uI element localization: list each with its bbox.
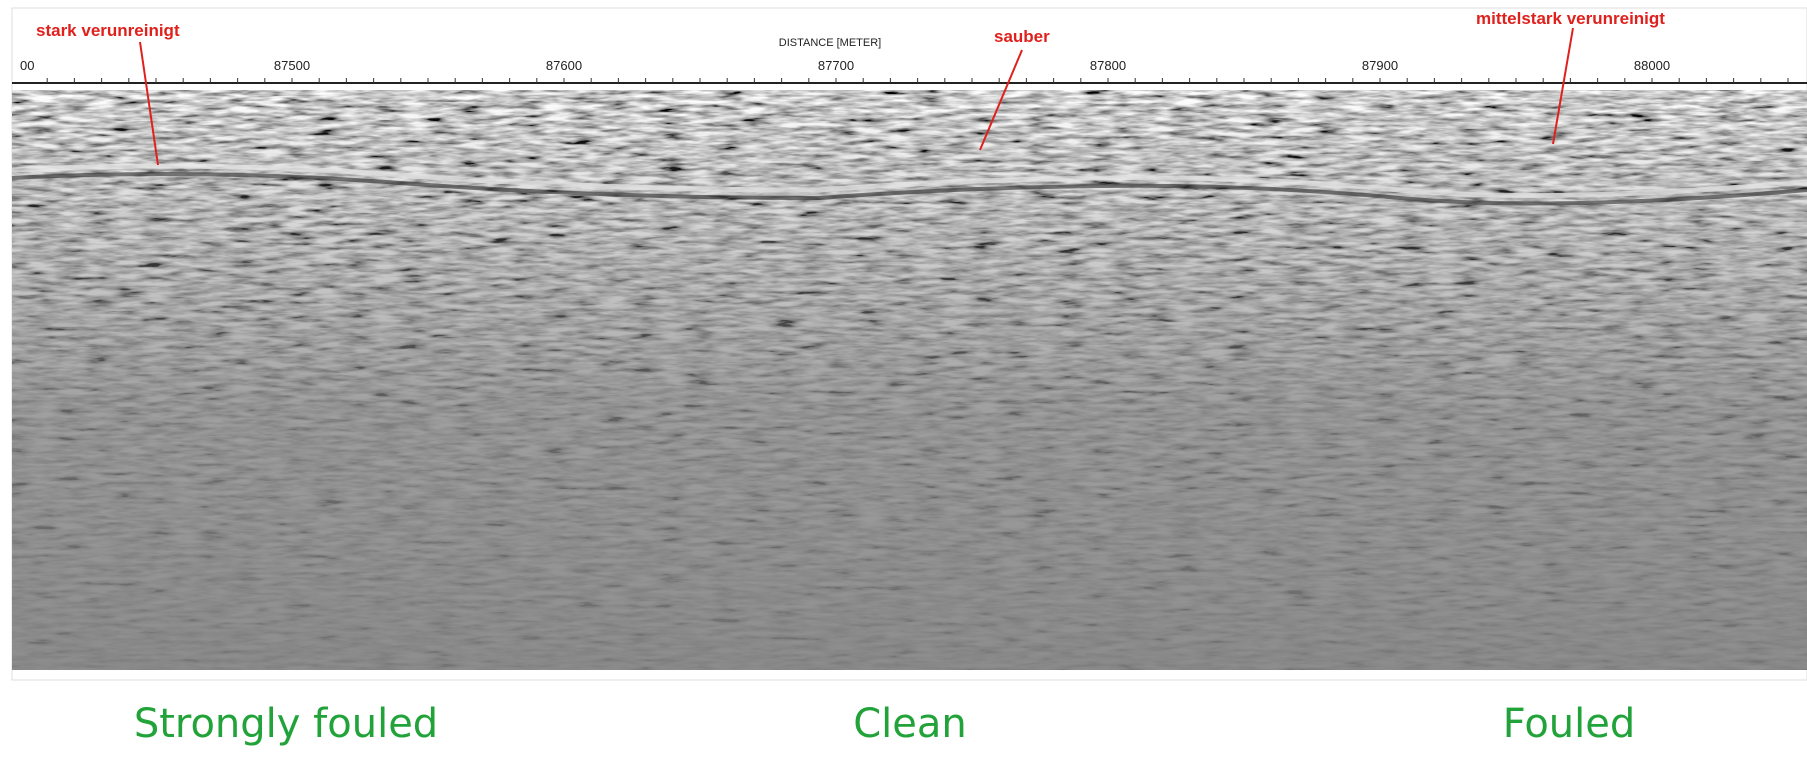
depth-fade: [12, 90, 1807, 670]
caption: Clean: [853, 701, 967, 747]
annotation: sauber: [994, 27, 1050, 46]
annotation-pointer: [139, 41, 159, 166]
annotation: stark verunreinigt: [36, 21, 180, 40]
annotation-pointer: [1552, 27, 1574, 145]
caption: Fouled: [1503, 701, 1636, 747]
tick-label: 87500: [274, 58, 310, 73]
tick-label: 87600: [546, 58, 582, 73]
tick-label: 87700: [818, 58, 854, 73]
axis-ticks: 00 87500 87600 87700 87800 87900 88000: [20, 58, 1789, 83]
annotation-pointer: [979, 49, 1023, 151]
caption: Strongly fouled: [134, 701, 438, 747]
tick-label: 00: [20, 58, 34, 73]
axis-title: DISTANCE [METER]: [779, 37, 881, 49]
tick-label: 87900: [1362, 58, 1398, 73]
tick-label: 88000: [1634, 58, 1670, 73]
tick-label: 87800: [1090, 58, 1126, 73]
annotation: mittelstark verunreinigt: [1476, 9, 1665, 28]
